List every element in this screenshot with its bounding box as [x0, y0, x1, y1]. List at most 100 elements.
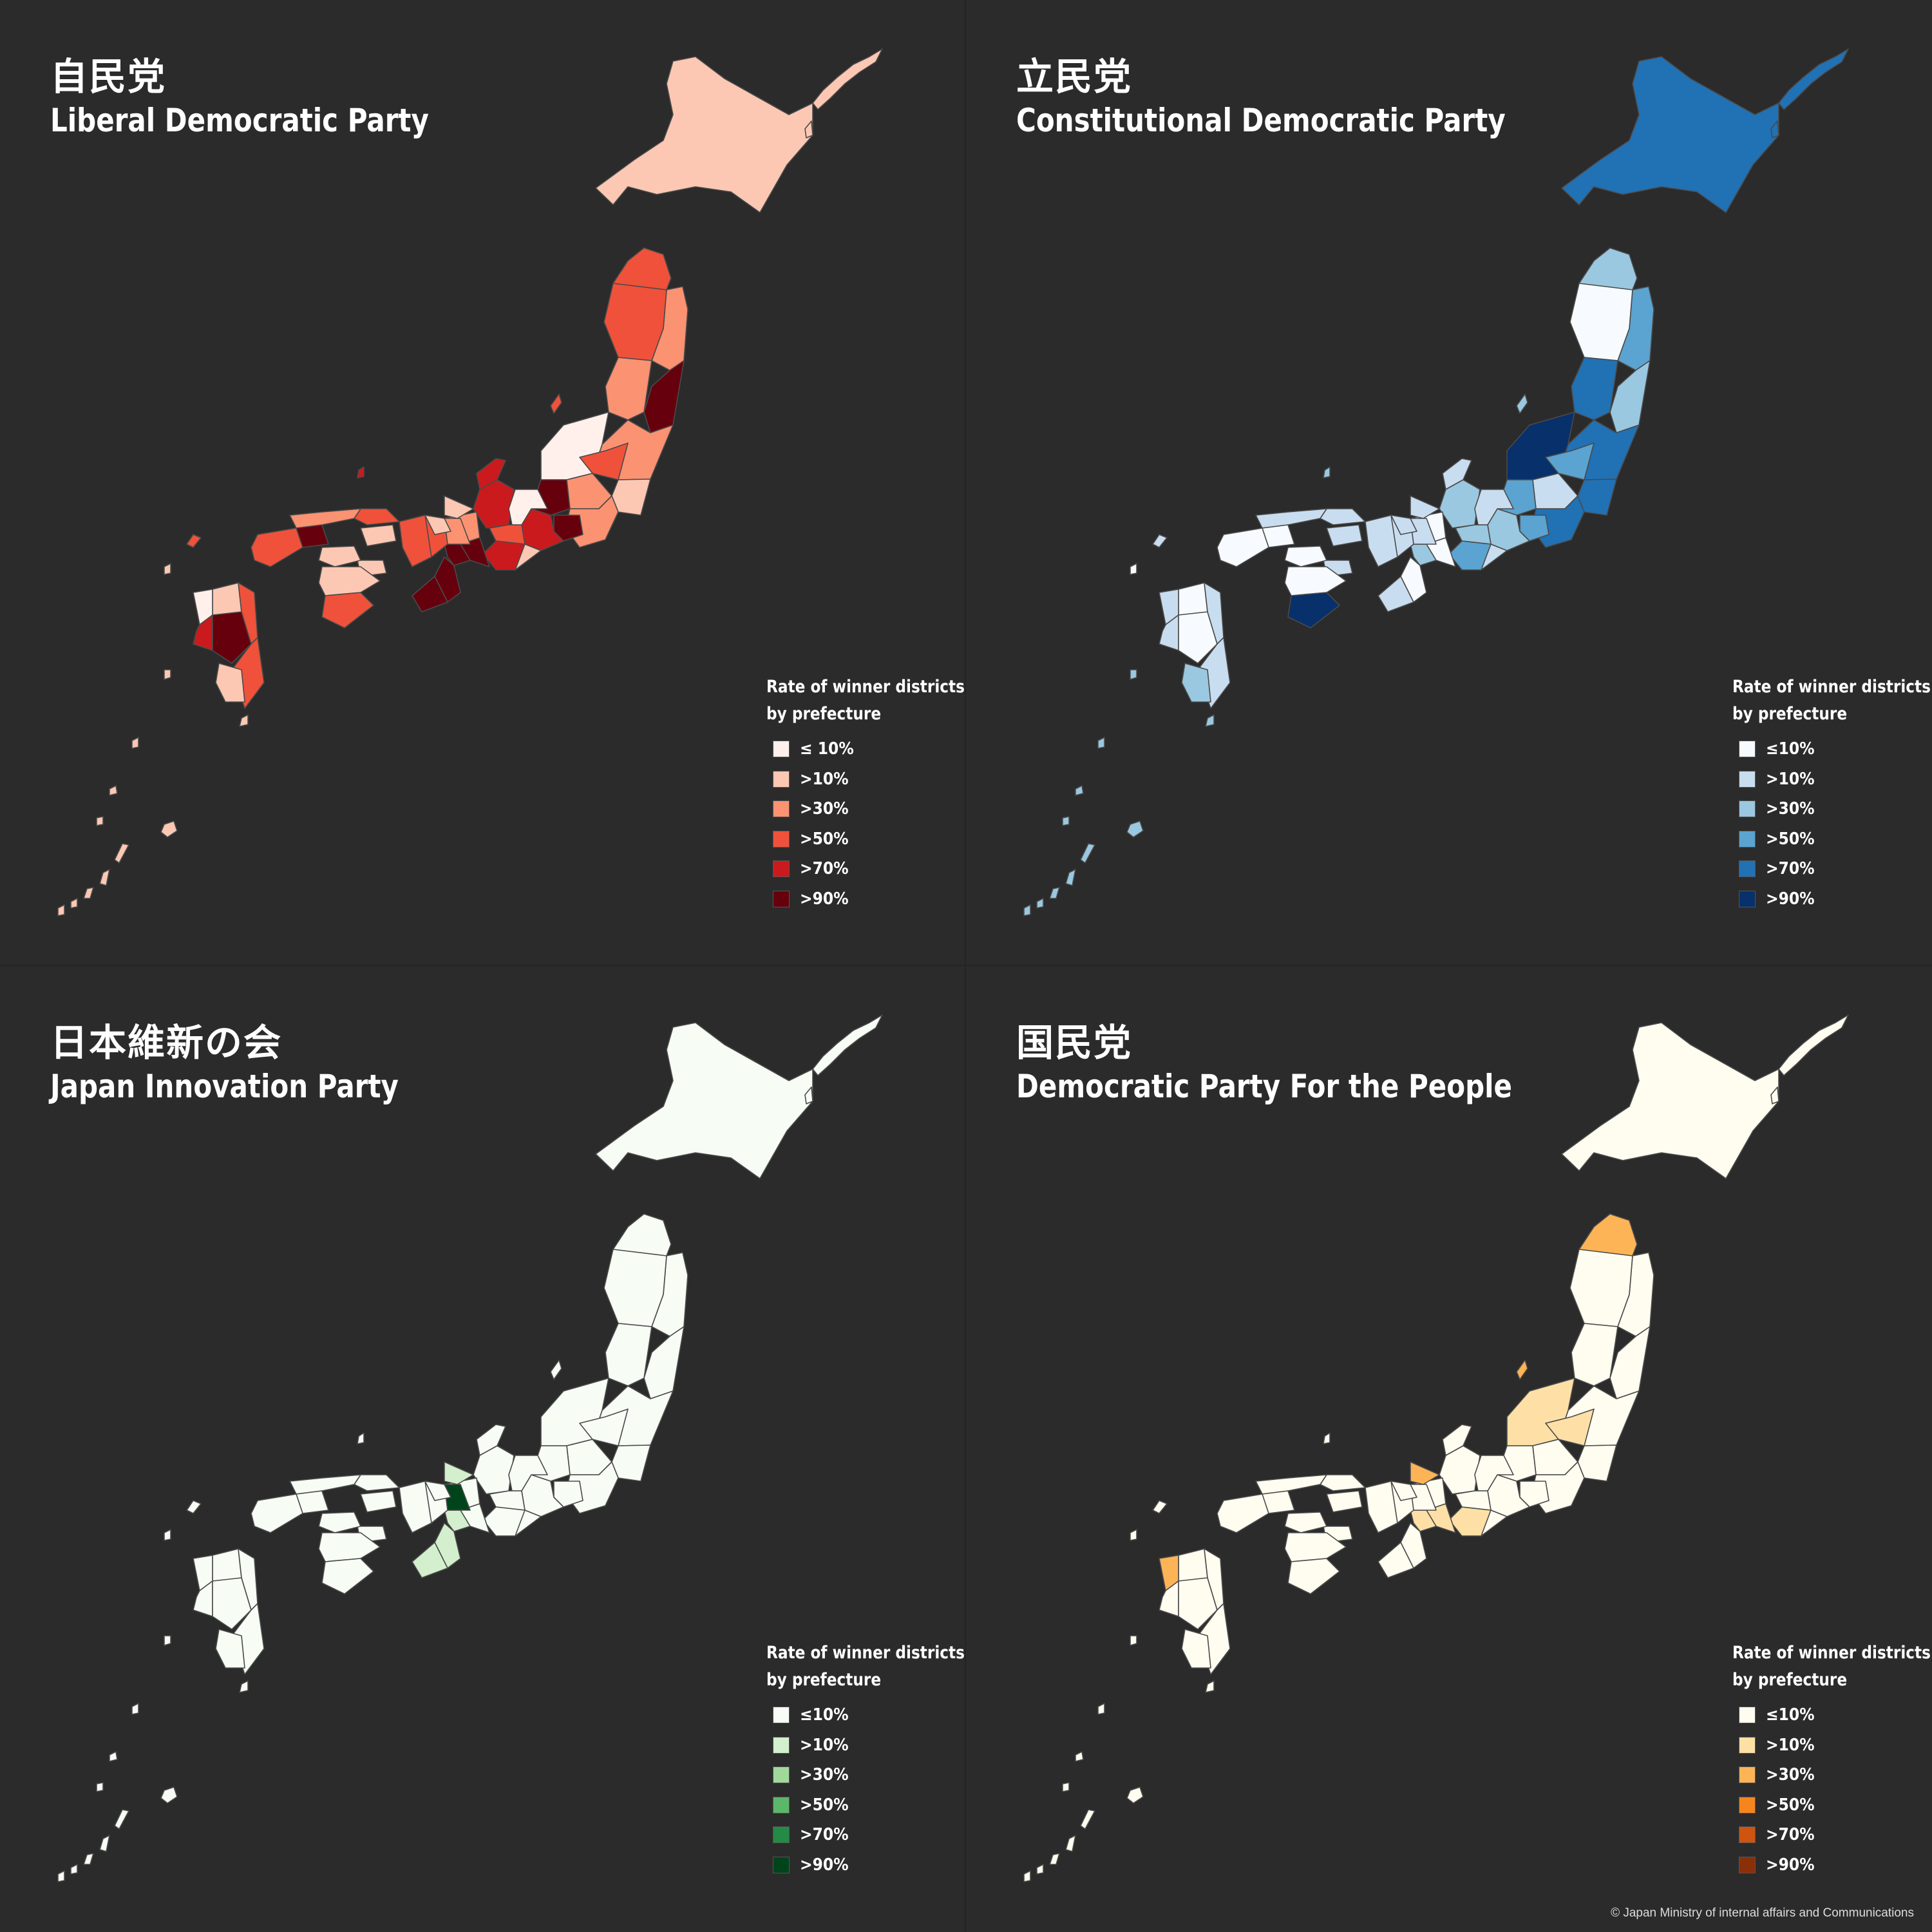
legend-label: >90% [1766, 1855, 1815, 1875]
island [57, 904, 65, 916]
island [186, 534, 202, 548]
legend-label: >90% [1766, 889, 1815, 909]
legend-item: >50% [1732, 824, 1932, 855]
island [1036, 1864, 1044, 1875]
island [804, 120, 813, 138]
prefecture-10 [1545, 1408, 1595, 1446]
prefecture-10 [579, 1408, 629, 1446]
prefecture-31 [1378, 576, 1414, 612]
island [109, 1751, 118, 1762]
prefecture-16 [476, 458, 506, 490]
legend-swatch [1739, 1826, 1756, 1844]
island [1778, 1014, 1849, 1076]
prefecture-30 [434, 556, 461, 603]
legend-swatch [773, 830, 790, 848]
legend: Rate of winner districts by prefecture ≤… [1732, 1640, 1932, 1880]
legend-item: ≤ 10% [766, 734, 965, 764]
legend-item: >70% [1732, 1820, 1932, 1850]
prefecture-36 [1217, 527, 1269, 567]
island [357, 466, 365, 478]
legend-label: ≤10% [800, 1705, 849, 1725]
prefecture-44 [212, 611, 252, 664]
legend-swatch [1739, 770, 1756, 788]
prefecture-40 [1287, 1558, 1340, 1595]
island [1065, 1835, 1076, 1852]
panel-title-jp: 自民党 [50, 55, 167, 99]
legend-item: ≤10% [766, 1700, 965, 1730]
legend-item: >70% [766, 1820, 965, 1850]
legend-item: >90% [1732, 884, 1932, 914]
island [99, 869, 110, 886]
legend-label: >50% [1766, 829, 1815, 849]
island [114, 843, 129, 864]
prefecture-29 [399, 515, 432, 567]
legend-swatch [1739, 1766, 1756, 1784]
island [550, 393, 562, 414]
legend-item: >30% [766, 1760, 965, 1790]
island [1080, 843, 1095, 864]
island [1126, 1786, 1144, 1804]
legend-swatch [1739, 1707, 1756, 1724]
island [186, 1500, 202, 1514]
legend-title-line1: Rate of winner districts [1732, 677, 1931, 697]
legend-item: >30% [1732, 1760, 1932, 1790]
island [1205, 714, 1215, 727]
prefecture-28 [424, 515, 451, 535]
legend-swatch [773, 1736, 790, 1754]
panel-dpfp: 国民党 Democratic Party For the People Rate… [966, 966, 1932, 1932]
island [239, 1680, 249, 1693]
island [804, 1086, 813, 1104]
legend-swatch [1739, 890, 1756, 907]
prefecture-32 [1320, 1474, 1366, 1492]
legend-item: >10% [1732, 764, 1932, 795]
prefecture-30 [434, 1522, 461, 1569]
legend-item: ≤10% [1732, 1700, 1932, 1730]
prefecture-20 [1474, 489, 1514, 526]
panel-title-jp: 日本維新の会 [50, 1021, 283, 1065]
prefecture-14 [553, 515, 583, 542]
prefecture-28 [1390, 1481, 1417, 1501]
japan-map-jip [57, 1014, 883, 1882]
island [1023, 904, 1031, 916]
prefecture-30 [1400, 1522, 1427, 1569]
prefecture-22 [482, 1506, 526, 1537]
prefecture-29 [399, 1481, 432, 1533]
prefecture-31 [412, 1542, 448, 1578]
prefecture-34 [1326, 524, 1363, 547]
island [1049, 887, 1060, 899]
prefecture-47 [1181, 663, 1211, 703]
island [812, 48, 883, 110]
island [1049, 1853, 1060, 1865]
legend-label: >70% [1766, 859, 1815, 879]
prefecture-34 [360, 1490, 397, 1513]
legend-item: ≤10% [1732, 734, 1932, 764]
prefecture-20 [508, 1455, 548, 1492]
legend-title-line1: Rate of winner districts [1732, 1643, 1931, 1663]
island [239, 714, 249, 727]
prefecture-16 [1442, 1424, 1472, 1456]
prefecture-26 [1410, 495, 1440, 519]
legend-label: >10% [1766, 1735, 1815, 1755]
legend-label: ≤ 10% [800, 739, 854, 759]
prefecture-44 [1178, 1577, 1218, 1630]
legend-item: >70% [766, 854, 965, 884]
panel-ldp: 自民党 Liberal Democratic Party Rate of win… [0, 0, 966, 966]
prefecture-22 [1448, 540, 1492, 571]
panel-title-en: Liberal Democratic Party [50, 102, 429, 139]
island [1130, 669, 1137, 680]
island [1770, 1086, 1779, 1104]
prefecture-22 [1448, 1506, 1492, 1537]
legend-swatch [773, 890, 790, 907]
panel-title-en: Democratic Party For the People [1016, 1068, 1513, 1105]
island [1036, 898, 1044, 909]
prefecture-44 [212, 1577, 252, 1630]
island [131, 1703, 139, 1715]
legend-item: >30% [1732, 794, 1932, 824]
prefecture-10 [1545, 442, 1595, 480]
prefecture-43 [193, 1580, 213, 1617]
legend-item: >50% [1732, 1790, 1932, 1821]
prefecture-34 [360, 524, 397, 547]
prefecture-20 [508, 489, 548, 526]
island [131, 737, 139, 749]
prefecture-9 [1577, 1444, 1617, 1482]
